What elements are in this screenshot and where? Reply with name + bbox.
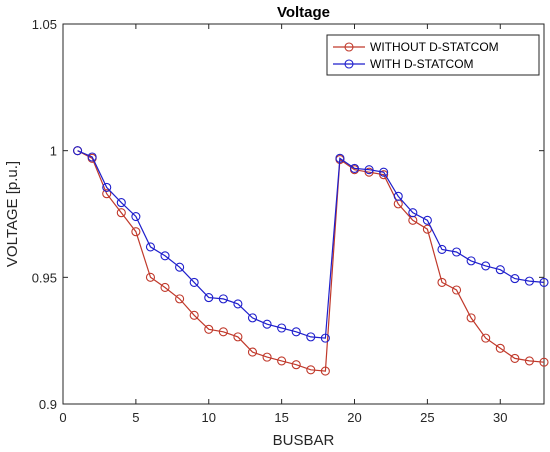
data-point: [131, 227, 141, 237]
data-point: [320, 366, 330, 376]
data-point: [87, 152, 97, 162]
x-tick-label: 20: [347, 410, 361, 425]
data-point: [160, 282, 170, 293]
data-point: [218, 327, 228, 337]
x-tick-label: 10: [202, 410, 216, 425]
y-axis-label: VOLTAGE [p.u.]: [4, 161, 21, 267]
data-point: [262, 319, 272, 329]
series-with-dstatcom: [73, 146, 549, 343]
legend-marker: [344, 42, 354, 52]
legend-label: WITH D-STATCOM: [370, 57, 474, 71]
data-point: [437, 244, 447, 255]
data-point: [393, 191, 403, 201]
data-point: [364, 167, 374, 177]
legend-item: WITHOUT D-STATCOM: [333, 40, 499, 54]
data-point: [247, 347, 258, 357]
data-point: [233, 332, 243, 342]
data-point: [291, 360, 301, 370]
y-tick-label: 0.95: [32, 270, 57, 285]
data-point: [524, 276, 534, 286]
legend-label: WITHOUT D-STATCOM: [370, 40, 499, 54]
data-point: [145, 272, 156, 282]
data-point: [379, 167, 389, 177]
data-point: [495, 343, 505, 353]
data-point: [145, 242, 156, 252]
data-point: [335, 153, 345, 163]
data-point: [364, 165, 374, 175]
data-point: [277, 323, 287, 333]
data-point: [510, 353, 520, 363]
data-point: [306, 332, 316, 342]
data-point: [306, 365, 316, 375]
data-point: [204, 293, 214, 303]
data-point: [495, 265, 505, 275]
series-line: [77, 150, 545, 339]
y-tick-label: 1: [50, 144, 57, 159]
data-point: [102, 182, 112, 192]
data-point: [175, 294, 185, 304]
data-point: [102, 189, 112, 199]
data-point: [466, 256, 476, 266]
data-point: [510, 274, 520, 284]
data-point: [73, 146, 83, 156]
data-point: [539, 357, 549, 367]
y-tick-label: 1.05: [32, 17, 57, 32]
data-point: [116, 198, 126, 208]
data-point: [218, 294, 228, 304]
data-point: [539, 277, 549, 287]
plot-area: [62, 23, 545, 405]
data-point: [451, 247, 462, 257]
data-point: [247, 313, 258, 323]
x-tick-label: 5: [132, 410, 139, 425]
data-point: [189, 310, 199, 320]
x-tick-label: 15: [274, 410, 288, 425]
data-point: [160, 251, 170, 261]
series-line: [77, 150, 545, 372]
data-point: [291, 327, 301, 337]
data-point: [175, 262, 185, 272]
data-point: [277, 356, 287, 366]
data-point: [481, 333, 491, 343]
data-point: [437, 277, 447, 287]
y-tick-label: 0.9: [39, 397, 57, 412]
legend-marker: [344, 59, 354, 69]
data-point: [204, 324, 214, 334]
data-point: [466, 313, 476, 323]
x-tick-label: 30: [493, 410, 507, 425]
data-point: [451, 285, 462, 295]
data-point: [131, 211, 141, 222]
data-point: [481, 261, 491, 271]
data-point: [189, 277, 199, 287]
legend-box: [326, 34, 540, 76]
data-point: [422, 215, 432, 225]
x-tick-label: 0: [59, 410, 66, 425]
data-point: [349, 163, 360, 173]
data-point: [320, 333, 330, 343]
legend-item: WITH D-STATCOM: [333, 57, 474, 71]
data-point: [262, 352, 272, 362]
chart-title: Voltage: [277, 4, 330, 21]
data-point: [116, 208, 126, 218]
data-point: [233, 299, 243, 309]
x-tick-label: 25: [420, 410, 434, 425]
data-point: [408, 208, 418, 218]
data-point: [379, 170, 389, 180]
data-point: [524, 356, 534, 366]
x-axis-label: BUSBAR: [273, 432, 335, 449]
